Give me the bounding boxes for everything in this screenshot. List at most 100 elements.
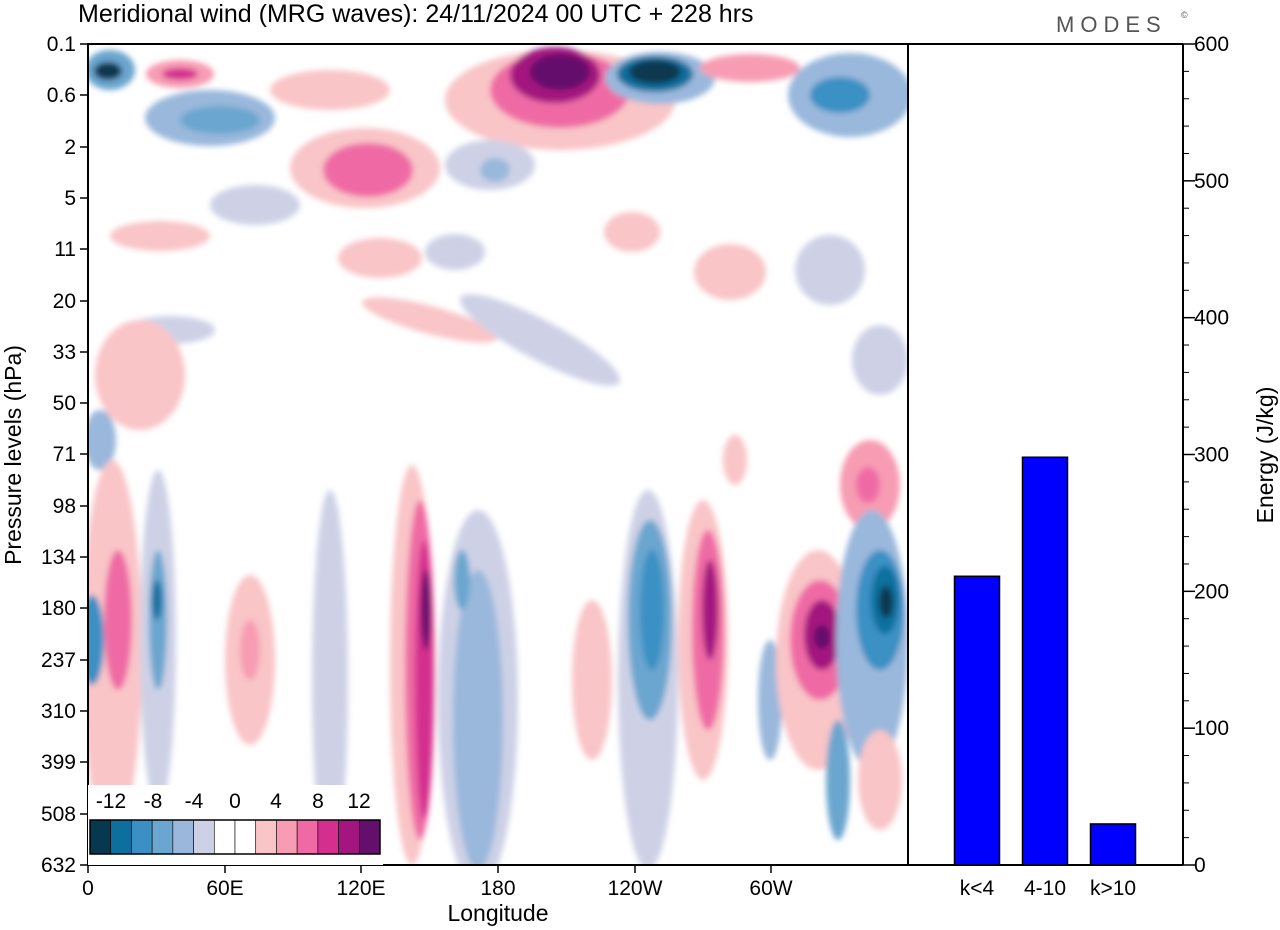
- pressure-tick-label: 20: [53, 290, 76, 313]
- energy-tick-label: 0: [1194, 854, 1206, 877]
- energy-tick-label: 100: [1194, 717, 1229, 740]
- energy-tick-label: 300: [1194, 444, 1229, 467]
- blob-pos-11-mid: [338, 238, 422, 278]
- heatmap-panel: [88, 44, 908, 865]
- colorbar-cells: [89, 819, 381, 855]
- pressure-tick-label: 2: [64, 136, 76, 159]
- blob-pos-stratos-mid: [323, 143, 413, 197]
- colorbar-frame: [89, 819, 381, 855]
- longitude-tick-label: 60E: [206, 877, 243, 900]
- col-pos-210: [572, 600, 612, 760]
- col-neg-240-core: [640, 550, 664, 670]
- energy-bar: [953, 575, 1001, 866]
- energy-axis-label: Energy (J/kg): [1252, 387, 1278, 524]
- col-neg-0: [88, 595, 104, 685]
- energy-category-label: k<4: [960, 877, 995, 900]
- pressure-tick-label: 50: [53, 392, 76, 415]
- colorbar-cell: [276, 819, 298, 855]
- colorbar: -12 -8 -4 0 4 8 12: [88, 785, 383, 865]
- blob-pos-top-b: [270, 70, 390, 110]
- colorbar-cell: [151, 819, 174, 855]
- colorbar-label: -4: [185, 790, 204, 813]
- col-neg-348-tail: [826, 720, 850, 840]
- blob-neg-20-streak: [459, 294, 621, 386]
- colorbar-label: 4: [270, 790, 282, 813]
- colorbar-cell: [172, 819, 194, 855]
- modes-logo: MODES: [1056, 12, 1167, 37]
- longitude-axis: 0 60E 120E 180 120W 60W Longitude: [82, 865, 793, 926]
- blob-neg-11-mid: [425, 234, 485, 270]
- energy-category-labels: k<4 4-10 k>10: [960, 877, 1136, 900]
- colorbar-label: 0: [229, 790, 241, 813]
- pressure-tick-label: 0.6: [47, 84, 76, 107]
- colorbar-label: -8: [144, 790, 163, 813]
- pressure-tick-label: 310: [41, 700, 76, 723]
- longitude-ticks: [87, 865, 772, 873]
- pressure-tick-labels: 0.1 0.6 2 5 11 20 33 50 71 98 134 180 23…: [41, 33, 76, 877]
- blob-neg-33-right: [852, 325, 908, 395]
- longitude-tick-label: 120W: [608, 877, 663, 900]
- longitude-tick-label: 120E: [336, 877, 385, 900]
- energy-ticks: 0 100 200 300 400 500 600: [1183, 33, 1229, 877]
- blob-pos-peak-core: [530, 54, 590, 90]
- blob-pos-33-left: [95, 320, 185, 430]
- col-neg-165: [453, 570, 503, 865]
- energy-bar: [1089, 823, 1137, 866]
- pressure-tick-label: 237: [41, 649, 76, 672]
- blob-pos-top-right: [700, 54, 800, 82]
- logo-mark: ©: [1181, 10, 1188, 20]
- colorbar-cell: [317, 819, 339, 855]
- blob-pos-71-mid: [723, 435, 747, 485]
- col-pos-262: [702, 560, 718, 660]
- energy-bars: [953, 456, 1137, 866]
- colorbar-cell: [255, 819, 277, 855]
- colorbar-cell: [213, 819, 236, 855]
- colorbar-cell: [89, 819, 112, 855]
- heatmap-field: [88, 47, 908, 865]
- longitude-tick-labels: 0 60E 120E 180 120W 60W: [82, 877, 793, 900]
- blob-pos-11-right2: [694, 244, 766, 300]
- longitude-tick-label: 0: [82, 877, 94, 900]
- pressure-tick-label: 5: [64, 187, 76, 210]
- pressure-ticks: [80, 43, 88, 866]
- blob-neg-right-col: [795, 235, 865, 305]
- pressure-tick-label: 71: [53, 443, 76, 466]
- pressure-tick-label: 180: [41, 597, 76, 620]
- blob-neg-71-left: [88, 410, 116, 470]
- colorbar-cell: [358, 819, 381, 855]
- energy-category-label: k>10: [1090, 877, 1136, 900]
- energy-bar: [1021, 456, 1069, 866]
- energy-category-label: 4-10: [1024, 877, 1066, 900]
- blob-neg-top-c2: [180, 106, 260, 134]
- pressure-tick-label: 399: [41, 751, 76, 774]
- col-neg-348-core: [879, 586, 893, 618]
- colorbar-label: 8: [312, 790, 324, 813]
- longitude-tick-label: 60W: [749, 877, 792, 900]
- col-pos-345-low: [858, 730, 902, 830]
- longitude-axis-label: Longitude: [447, 900, 548, 926]
- blob-neg-peak-core: [629, 60, 681, 84]
- energy-tick-label: 200: [1194, 580, 1229, 603]
- col-neg-30-core: [152, 580, 162, 620]
- energy-tick-label: 500: [1194, 170, 1229, 193]
- colorbar-cell: [131, 819, 153, 855]
- blob-pos-top-a-core: [162, 68, 198, 80]
- blob-neg-top-right-core: [810, 77, 870, 113]
- pressure-axis-label: Pressure levels (hPa): [0, 345, 26, 565]
- energy-panel: 0 100 200 300 400 500 600 k<4 4-10 k>10 Energy…: [907, 33, 1278, 900]
- colorbar-cell: [338, 819, 360, 855]
- pressure-tick-label: 11: [54, 238, 76, 261]
- col-neg-165-core: [454, 550, 470, 610]
- pressure-tick-label: 0.1: [47, 33, 76, 56]
- colorbar-cell: [110, 819, 132, 855]
- blob-neg-0-top-core: [94, 62, 122, 80]
- colorbar-cell: [193, 819, 215, 855]
- col-pos-0-mid: [104, 550, 132, 690]
- chart-title: Meridional wind (MRG waves): 24/11/2024 …: [78, 0, 754, 28]
- col-neg-100: [312, 490, 348, 865]
- blob-pos-left-11: [110, 221, 210, 251]
- energy-tick-label: 600: [1194, 33, 1229, 56]
- pressure-tick-label: 508: [41, 803, 76, 826]
- blob-pos-71-right-core: [856, 467, 880, 503]
- pressure-tick-label: 33: [53, 341, 76, 364]
